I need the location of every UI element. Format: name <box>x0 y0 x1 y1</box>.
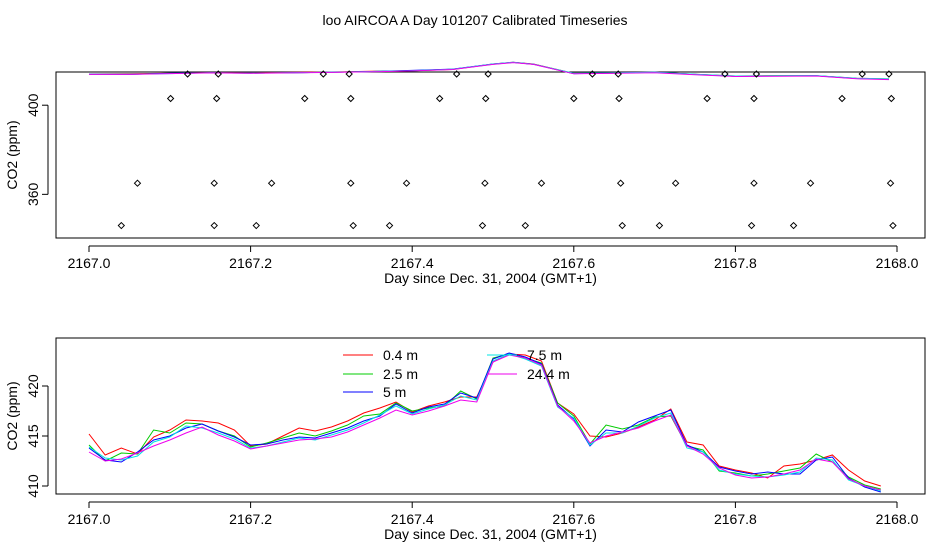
data-point-marker <box>349 221 357 230</box>
data-point-marker <box>478 221 487 230</box>
data-point-marker <box>655 221 664 230</box>
data-point-marker <box>615 94 623 103</box>
legend-item: 24.4 m <box>487 366 570 382</box>
data-point-marker <box>887 94 896 103</box>
legend-label: 0.4 m <box>383 347 418 363</box>
data-point-marker <box>117 221 126 230</box>
x-tick-label: 2167.4 <box>391 255 434 271</box>
data-point-marker <box>616 179 625 187</box>
top-panel-calibration-timeseries: 2167.0 2167.2 2167.4 2167.6 2167.8 2168.0 Day … <box>4 61 926 286</box>
x-axis-title: Day since Dec. 31, 2004 (GMT+1) <box>384 270 597 286</box>
data-point-marker <box>789 221 798 230</box>
data-point-marker <box>521 221 530 230</box>
y-axis: 410 415 420 CO2 (ppm) <box>4 374 49 498</box>
x-tick-label: 2167.0 <box>68 511 111 527</box>
x-tick-label: 2168.0 <box>876 511 919 527</box>
data-point-marker <box>319 70 328 78</box>
data-point-marker <box>482 94 490 103</box>
data-point-marker <box>750 179 758 187</box>
legend-label: 7.5 m <box>527 347 562 363</box>
data-point-marker <box>267 179 276 187</box>
data-point-marker <box>885 70 893 78</box>
x-axis-title: Day since Dec. 31, 2004 (GMT+1) <box>384 526 597 542</box>
data-point-marker <box>838 94 846 103</box>
data-point-marker <box>747 221 756 230</box>
figure-title: loo AIRCOA A Day 101207 Calibrated Times… <box>322 12 627 28</box>
x-axis: 2167.0 2167.2 2167.4 2167.6 2167.8 2168.0 Day … <box>68 245 919 286</box>
data-point-marker <box>212 94 221 103</box>
x-tick-label: 2167.6 <box>552 255 595 271</box>
legend-item: 2.5 m <box>343 366 418 382</box>
data-point-marker <box>214 70 222 78</box>
series-line-3 <box>88 352 881 493</box>
legend-item: 5 m <box>343 384 406 400</box>
data-point-marker <box>385 221 394 230</box>
data-point-marker <box>347 179 355 187</box>
data-point-marker <box>252 221 260 230</box>
y-tick-label: 400 <box>25 93 41 117</box>
legend-item: 7.5 m <box>487 347 562 363</box>
series-line-4 <box>88 353 881 492</box>
data-point-marker <box>537 179 546 187</box>
series-lines <box>88 352 881 493</box>
data-point-marker <box>481 179 489 187</box>
x-tick-label: 2168.0 <box>876 255 919 271</box>
data-point-marker <box>345 70 353 78</box>
legend-label: 5 m <box>383 384 406 400</box>
data-point-marker <box>858 70 866 78</box>
y-axis: 360 400 CO2 (ppm) <box>4 93 49 206</box>
legend-label: 24.4 m <box>527 366 570 382</box>
plot-frame <box>55 71 926 239</box>
y-tick-label: 420 <box>25 374 41 398</box>
legend-item: 0.4 m <box>343 347 418 363</box>
series-line-1 <box>88 353 881 487</box>
data-point-marker <box>402 179 411 187</box>
data-point-marker <box>588 70 597 78</box>
data-point-marker <box>618 221 626 230</box>
data-point-marker <box>301 94 309 103</box>
y-tick-label: 360 <box>25 182 41 206</box>
data-point-marker <box>347 94 355 103</box>
plot-frame <box>55 337 926 495</box>
data-point-marker <box>671 179 680 187</box>
data-point-marker <box>435 94 444 103</box>
x-tick-label: 2167.8 <box>714 511 757 527</box>
calibration-points <box>117 70 897 230</box>
data-point-marker <box>703 94 711 103</box>
bottom-panel-profile-timeseries: 2167.0 2167.2 2167.4 2167.6 2167.8 2168.0 Day … <box>4 337 926 542</box>
y-axis-title: CO2 (ppm) <box>4 120 20 189</box>
data-point-marker <box>210 221 218 230</box>
data-point-marker <box>484 70 492 78</box>
x-tick-label: 2167.0 <box>68 255 111 271</box>
y-tick-label: 415 <box>25 424 41 448</box>
y-tick-label: 410 <box>25 474 41 498</box>
x-tick-label: 2167.8 <box>714 255 757 271</box>
legend-label: 2.5 m <box>383 366 418 382</box>
data-point-marker <box>210 179 218 187</box>
x-axis: 2167.0 2167.2 2167.4 2167.6 2167.8 2168.0 Day … <box>68 501 919 542</box>
data-point-marker <box>570 94 578 103</box>
data-point-marker <box>452 70 461 78</box>
x-tick-label: 2167.2 <box>229 511 272 527</box>
data-point-marker <box>166 94 175 103</box>
data-point-marker <box>886 179 895 187</box>
data-point-marker <box>806 179 815 187</box>
data-point-marker <box>752 70 761 78</box>
series-lines <box>88 61 889 81</box>
data-point-marker <box>889 221 897 230</box>
y-axis-title: CO2 (ppm) <box>4 381 20 450</box>
data-point-marker <box>133 179 142 187</box>
series-line-5 <box>88 354 881 491</box>
legend: 0.4 m 2.5 m 5 m 7.5 m 24.4 m <box>343 347 570 400</box>
data-point-marker <box>721 70 729 78</box>
x-tick-label: 2167.6 <box>552 511 595 527</box>
x-tick-label: 2167.4 <box>391 511 434 527</box>
data-point-marker <box>614 70 622 78</box>
data-point-marker <box>183 70 192 78</box>
x-tick-label: 2167.2 <box>229 255 272 271</box>
data-point-marker <box>750 94 758 103</box>
